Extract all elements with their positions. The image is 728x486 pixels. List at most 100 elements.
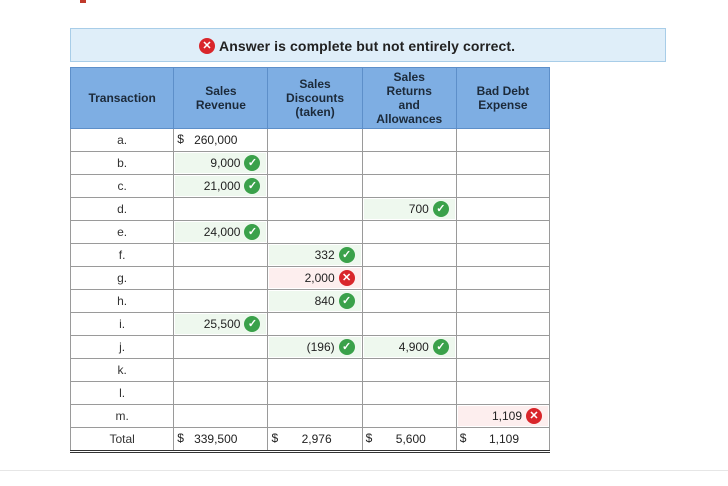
sales-revenue-input[interactable]: 21,000 ✓ xyxy=(173,174,269,198)
table-row: k. xyxy=(69,358,551,382)
row-label: c. xyxy=(69,174,175,198)
check-icon: ✓ xyxy=(338,247,355,263)
sales-discounts-input[interactable] xyxy=(267,151,363,175)
sales-returns-input[interactable] xyxy=(361,266,457,290)
bad-debt-input[interactable] xyxy=(455,266,551,290)
check-icon: ✓ xyxy=(432,201,449,217)
sales-discounts-input[interactable] xyxy=(267,381,363,405)
sales-revenue-input[interactable]: $260,000 xyxy=(173,128,269,152)
sales-returns-input[interactable]: 4,900 ✓ xyxy=(361,335,457,359)
cell-value: 4,900 xyxy=(398,340,429,354)
sales-discounts-input[interactable] xyxy=(267,312,363,336)
x-icon: ✕ xyxy=(338,270,355,286)
bad-debt-input[interactable]: 1,109 ✕ xyxy=(455,404,551,428)
currency-sign: $ xyxy=(177,132,184,146)
check-icon: ✓ xyxy=(338,339,355,355)
sales-discounts-input[interactable]: 332 ✓ xyxy=(267,243,363,267)
cell-value: 21,000 xyxy=(203,179,241,193)
header-sales-discounts: Sales Discounts (taken) xyxy=(267,67,363,129)
sales-returns-input[interactable] xyxy=(361,404,457,428)
header-sales-returns: Sales Returns and Allowances xyxy=(361,67,457,129)
check-icon: ✓ xyxy=(338,293,355,309)
table-row: l. xyxy=(69,381,551,405)
bad-debt-input[interactable] xyxy=(455,243,551,267)
cell-value: 1,109 xyxy=(488,432,519,446)
sales-returns-input[interactable] xyxy=(361,358,457,382)
row-label: e. xyxy=(69,220,175,244)
bad-debt-input[interactable] xyxy=(455,312,551,336)
sales-revenue-input[interactable] xyxy=(173,335,269,359)
sales-revenue-input[interactable] xyxy=(173,266,269,290)
cell-value: 2,976 xyxy=(301,432,332,446)
cell-value: 2,000 xyxy=(304,271,335,285)
table-row: e. 24,000 ✓ xyxy=(69,220,551,244)
sales-revenue-input[interactable] xyxy=(173,404,269,428)
check-icon: ✓ xyxy=(432,339,449,355)
row-label: i. xyxy=(69,312,175,336)
cell-value: 25,500 xyxy=(203,317,241,331)
sales-discounts-input[interactable] xyxy=(267,197,363,221)
row-label: d. xyxy=(69,197,175,221)
cell-value: (196) xyxy=(306,340,335,354)
cell-value: 1,109 xyxy=(491,409,522,423)
bad-debt-input[interactable] xyxy=(455,220,551,244)
sales-discounts-input[interactable] xyxy=(267,174,363,198)
page-divider xyxy=(0,470,728,471)
total-label: Total xyxy=(69,427,175,453)
sales-revenue-input[interactable] xyxy=(173,243,269,267)
row-label: k. xyxy=(69,358,175,382)
sales-returns-input[interactable] xyxy=(361,220,457,244)
cell-value: 260,000 xyxy=(194,133,238,147)
check-icon: ✓ xyxy=(244,178,261,194)
x-icon: ✕ xyxy=(526,408,542,424)
currency-sign: $ xyxy=(177,431,184,445)
cell-value: 24,000 xyxy=(203,225,241,239)
sales-returns-input[interactable] xyxy=(361,312,457,336)
sales-revenue-input[interactable]: 24,000 ✓ xyxy=(173,220,269,244)
sales-revenue-input[interactable] xyxy=(173,358,269,382)
header-sales-revenue: Sales Revenue xyxy=(173,67,269,129)
sales-discounts-input[interactable] xyxy=(267,358,363,382)
row-label: h. xyxy=(69,289,175,313)
sales-discounts-input[interactable] xyxy=(267,128,363,152)
sales-discounts-input[interactable] xyxy=(267,404,363,428)
sales-revenue-input[interactable] xyxy=(173,197,269,221)
row-label: a. xyxy=(69,128,175,152)
sales-discounts-input[interactable] xyxy=(267,220,363,244)
row-label: b. xyxy=(69,151,175,175)
bad-debt-input[interactable] xyxy=(455,197,551,221)
sales-returns-input[interactable] xyxy=(361,151,457,175)
table-row: i. 25,500 ✓ xyxy=(69,312,551,336)
sales-returns-input[interactable] xyxy=(361,243,457,267)
cell-value: 5,600 xyxy=(395,432,426,446)
table-row: f. 332 ✓ xyxy=(69,243,551,267)
sales-discounts-input[interactable]: 2,000 ✕ xyxy=(267,266,363,290)
sales-revenue-input[interactable]: 9,000 ✓ xyxy=(173,151,269,175)
table-row: j. (196) ✓ 4,900 ✓ xyxy=(69,335,551,359)
journal-table: Transaction Sales Revenue Sales Discounts(… xyxy=(69,67,551,453)
sales-returns-input[interactable] xyxy=(361,128,457,152)
currency-sign: $ xyxy=(365,431,373,445)
sales-returns-input[interactable] xyxy=(361,289,457,313)
bad-debt-input[interactable] xyxy=(455,128,551,152)
top-edge-mark xyxy=(80,0,86,3)
total-bad-debt: $1,109 xyxy=(455,427,551,453)
bad-debt-input[interactable] xyxy=(455,358,551,382)
sales-revenue-input[interactable] xyxy=(173,381,269,405)
bad-debt-input[interactable] xyxy=(455,289,551,313)
bad-debt-input[interactable] xyxy=(455,151,551,175)
cell-value: 700 xyxy=(408,202,429,216)
cell-value: 9,000 xyxy=(210,156,241,170)
bad-debt-input[interactable] xyxy=(455,381,551,405)
sales-revenue-input[interactable] xyxy=(173,289,269,313)
bad-debt-input[interactable] xyxy=(455,335,551,359)
sales-discounts-input[interactable]: 840 ✓ xyxy=(267,289,363,313)
sales-returns-input[interactable]: 700 ✓ xyxy=(361,197,457,221)
table-row: g. 2,000 ✕ xyxy=(69,266,551,290)
sales-returns-input[interactable] xyxy=(361,381,457,405)
bad-debt-input[interactable] xyxy=(455,174,551,198)
sales-discounts-input[interactable]: (196) ✓ xyxy=(267,335,363,359)
sales-revenue-input[interactable]: 25,500 ✓ xyxy=(173,312,269,336)
sales-returns-input[interactable] xyxy=(361,174,457,198)
check-icon: ✓ xyxy=(244,224,261,240)
